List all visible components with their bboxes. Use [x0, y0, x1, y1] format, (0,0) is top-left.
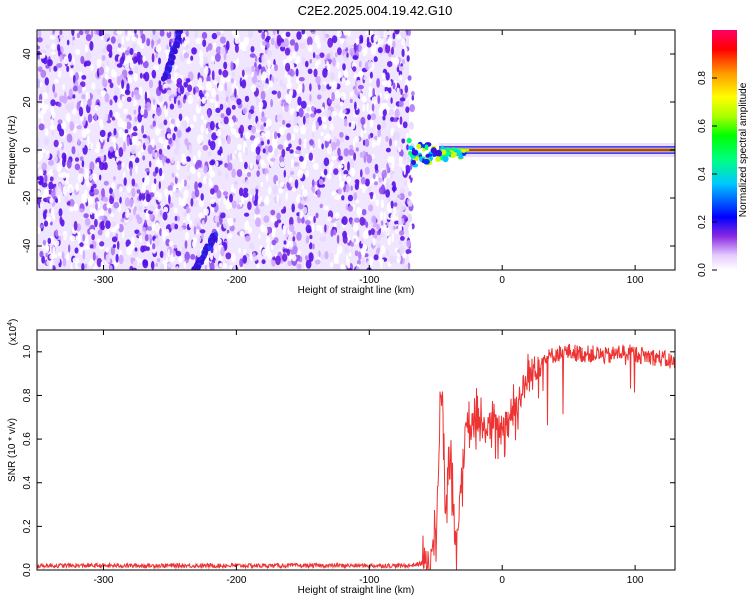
spectrogram-y-label: Frequency (Hz)	[7, 116, 18, 185]
spectrogram-x-ticks: -300 -200 -100 0 100	[93, 30, 644, 286]
x-tick-label: -300	[93, 575, 113, 586]
y-tick-label: 0.8	[22, 388, 33, 402]
y-tick-label: -20	[22, 190, 33, 205]
spectrogram-noise	[37, 30, 416, 270]
colorbar-tick-label: 0.0	[697, 263, 708, 277]
colorbar-ticks: 0.0 0.2 0.4 0.6 0.8	[697, 71, 717, 277]
y-tick-label: 40	[22, 48, 33, 60]
colorbar-tick-label: 0.6	[697, 119, 708, 133]
snr-series-line	[37, 343, 675, 570]
snr-panel: -300 -200 -100 0 100 0.0 0.2 0.4 0.6 0.8 1.0 Heig…	[7, 319, 676, 596]
y-tick-label: 0.6	[22, 432, 33, 446]
x-tick-label: -200	[226, 275, 246, 286]
x-tick-label: 0	[499, 575, 505, 586]
x-tick-label: -100	[359, 575, 379, 586]
x-tick-label: -200	[226, 575, 246, 586]
spectrogram-x-label: Height of straight line (km)	[298, 285, 415, 296]
colorbar: 0.0 0.2 0.4 0.6 0.8 Normalized spectral ampl…	[697, 30, 749, 277]
x-tick-label: 100	[627, 575, 644, 586]
y-tick-label: -40	[22, 238, 33, 253]
spectrogram-y-ticks: -40 -20 0 20 40	[22, 48, 675, 253]
y-tick-label: 0.4	[22, 475, 33, 489]
colorbar-label: Normalized spectral amplitude	[738, 82, 749, 217]
snr-y-multiplier: (x104)	[7, 319, 19, 346]
y-tick-label: 0.2	[22, 519, 33, 533]
colorbar-gradient	[712, 30, 737, 270]
snr-x-label: Height of straight line (km)	[298, 585, 415, 596]
y-tick-label: 0.0	[22, 563, 33, 577]
y-tick-label: 20	[22, 96, 33, 108]
y-tick-label: 0	[22, 147, 33, 153]
snr-y-ticks: 0.0 0.2 0.4 0.6 0.8 1.0	[22, 344, 675, 577]
x-tick-label: -300	[93, 275, 113, 286]
x-tick-label: -100	[359, 275, 379, 286]
colorbar-tick-label: 0.8	[697, 71, 708, 85]
y-tick-label: 1.0	[22, 344, 33, 358]
x-tick-label: 0	[499, 275, 505, 286]
colorbar-tick-label: 0.4	[697, 167, 708, 181]
snr-y-label: SNR (10 * v/v)	[7, 418, 18, 482]
snr-x-ticks: -300 -200 -100 0 100	[93, 330, 644, 586]
spectrogram-signal	[406, 137, 675, 168]
x-tick-label: 100	[627, 275, 644, 286]
snr-frame	[36, 329, 676, 571]
figure-title: C2E2.2025.004.19.42.G10	[297, 3, 453, 18]
colorbar-tick-label: 0.2	[697, 215, 708, 229]
